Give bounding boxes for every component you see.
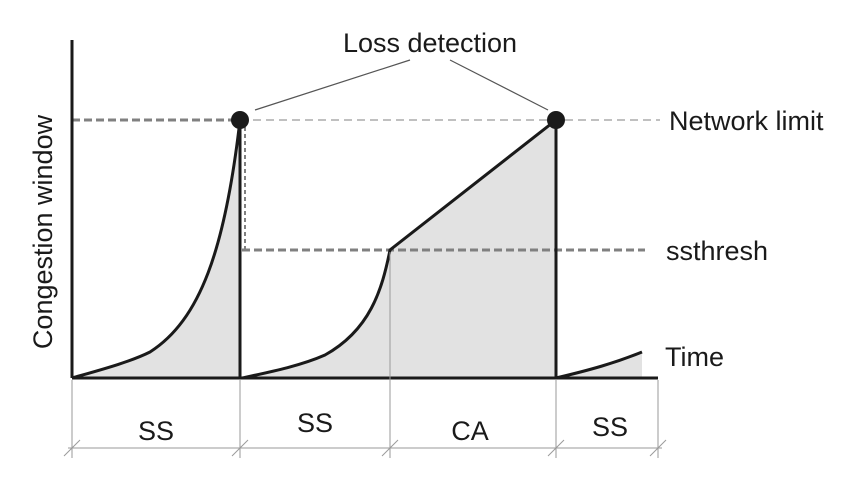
- ss-ca-curve-2: [241, 118, 557, 380]
- phase-tick-0: [63, 439, 81, 457]
- phase-tick-1: [231, 439, 249, 457]
- ss-area-1: [72, 120, 240, 378]
- loss-pointer-left: [254, 59, 411, 111]
- phase-tick-4: [649, 439, 667, 457]
- loss-marker-2: [547, 111, 565, 129]
- ss-curve-3: [555, 350, 643, 380]
- ss-area-3: [556, 352, 642, 378]
- loss-detection-label: Loss detection: [343, 28, 517, 58]
- phase-label-ss-3: SS: [592, 412, 628, 442]
- phase-label-ss-2: SS: [297, 408, 333, 438]
- network-limit-label: Network limit: [669, 106, 824, 136]
- phase-label-ca: CA: [451, 416, 489, 446]
- ss-curve-1: [71, 119, 242, 380]
- loss-marker-1: [231, 111, 249, 129]
- loss-pointer-right: [449, 59, 549, 111]
- time-label: Time: [665, 342, 724, 372]
- y-axis-label: Congestion window: [28, 114, 58, 349]
- ssthresh-label: ssthresh: [666, 236, 768, 266]
- phase-label-ss-1: SS: [138, 416, 174, 446]
- phase-tick-3: [547, 439, 565, 457]
- phase-tick-2: [381, 439, 399, 457]
